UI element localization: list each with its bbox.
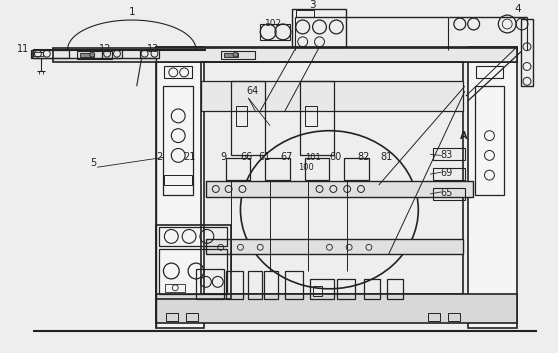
Bar bbox=[160, 227, 227, 246]
Bar bbox=[221, 51, 256, 59]
Bar bbox=[186, 313, 198, 321]
Bar bbox=[428, 313, 440, 321]
Bar bbox=[292, 9, 346, 47]
Bar bbox=[337, 279, 355, 299]
Bar bbox=[102, 50, 122, 58]
Bar bbox=[264, 271, 278, 299]
Text: 1: 1 bbox=[129, 7, 136, 17]
Bar bbox=[305, 158, 329, 180]
Bar bbox=[300, 81, 334, 155]
Bar bbox=[156, 47, 204, 328]
Text: 12: 12 bbox=[99, 44, 112, 54]
Bar bbox=[165, 66, 192, 78]
Bar bbox=[235, 106, 247, 126]
Text: 60: 60 bbox=[329, 152, 341, 162]
Text: 9: 9 bbox=[221, 152, 227, 162]
Bar bbox=[433, 168, 465, 180]
Text: 69: 69 bbox=[440, 168, 453, 178]
Bar bbox=[201, 61, 463, 294]
Bar bbox=[433, 188, 465, 200]
Bar bbox=[78, 51, 112, 59]
Bar bbox=[163, 86, 193, 195]
Bar bbox=[475, 86, 504, 195]
Bar bbox=[156, 225, 230, 299]
Text: 21: 21 bbox=[183, 152, 195, 162]
Bar bbox=[165, 175, 192, 185]
Text: 61: 61 bbox=[258, 152, 271, 162]
Bar bbox=[33, 52, 43, 56]
Bar bbox=[201, 81, 463, 111]
Text: 65: 65 bbox=[440, 188, 453, 198]
Bar bbox=[165, 284, 185, 292]
Bar bbox=[206, 239, 463, 254]
Bar bbox=[31, 50, 69, 58]
Text: 100: 100 bbox=[298, 163, 314, 172]
Bar bbox=[312, 286, 323, 296]
Bar bbox=[196, 269, 224, 299]
Bar bbox=[260, 24, 290, 40]
Circle shape bbox=[90, 52, 95, 57]
Bar bbox=[225, 158, 251, 180]
Text: 66: 66 bbox=[240, 152, 253, 162]
Bar bbox=[160, 249, 227, 294]
Bar bbox=[156, 294, 517, 323]
Text: 11: 11 bbox=[17, 44, 30, 54]
Text: 81: 81 bbox=[381, 152, 393, 162]
Text: 83: 83 bbox=[440, 150, 453, 160]
Bar bbox=[265, 158, 290, 180]
Bar bbox=[433, 149, 465, 160]
Bar bbox=[387, 279, 402, 299]
Text: 82: 82 bbox=[357, 152, 369, 162]
Text: 5: 5 bbox=[90, 158, 97, 168]
Bar bbox=[475, 66, 503, 78]
Bar bbox=[285, 271, 302, 299]
Text: 2: 2 bbox=[156, 152, 163, 162]
Text: A: A bbox=[460, 131, 467, 140]
Bar bbox=[230, 81, 265, 155]
Bar bbox=[53, 48, 517, 61]
Text: 13: 13 bbox=[147, 44, 159, 54]
Bar bbox=[206, 181, 473, 197]
Bar bbox=[80, 53, 94, 56]
Text: 64: 64 bbox=[247, 86, 259, 96]
Bar bbox=[225, 271, 243, 299]
Bar bbox=[305, 106, 316, 126]
Text: 102: 102 bbox=[265, 19, 282, 29]
Bar bbox=[248, 271, 262, 299]
Text: 67: 67 bbox=[280, 152, 292, 162]
Bar bbox=[156, 47, 517, 61]
Bar bbox=[468, 47, 517, 328]
Circle shape bbox=[233, 52, 238, 57]
Bar bbox=[224, 53, 238, 56]
Bar bbox=[448, 313, 460, 321]
Bar bbox=[140, 50, 160, 58]
Bar bbox=[166, 313, 178, 321]
Text: 3: 3 bbox=[310, 0, 316, 10]
Text: 101: 101 bbox=[305, 153, 320, 162]
Bar bbox=[521, 19, 533, 86]
Bar bbox=[364, 279, 380, 299]
Text: 4: 4 bbox=[514, 4, 521, 14]
Bar bbox=[344, 158, 369, 180]
Bar bbox=[310, 279, 334, 299]
Bar bbox=[296, 10, 314, 17]
